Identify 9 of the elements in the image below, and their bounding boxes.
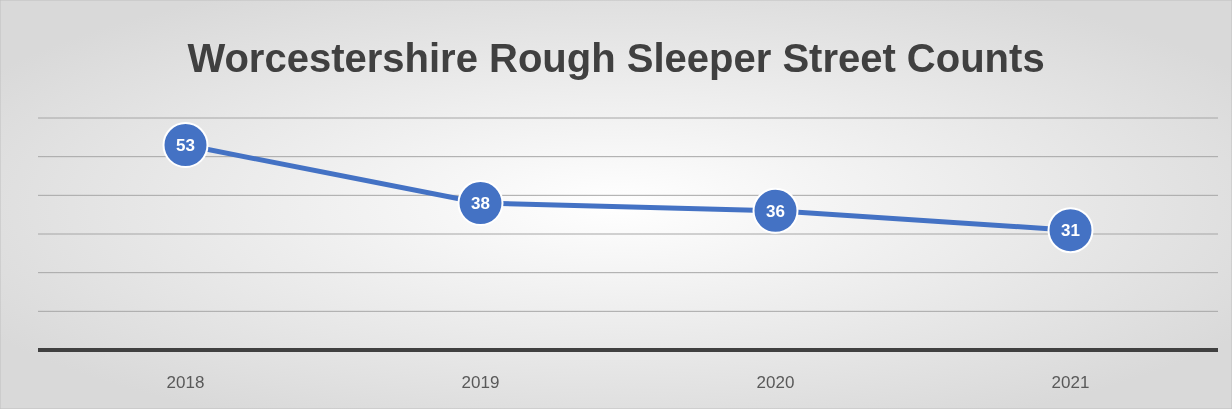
- data-label: 31: [1061, 221, 1080, 241]
- x-tick-label: 2018: [166, 373, 205, 392]
- x-tick-label: 2020: [756, 373, 795, 392]
- data-label: 38: [471, 194, 490, 214]
- chart-title: Worcestershire Rough Sleeper Street Counts: [187, 36, 1045, 80]
- x-tick-label: 2019: [461, 373, 500, 392]
- data-label: 36: [766, 201, 785, 221]
- data-label: 53: [176, 136, 195, 156]
- x-tick-label: 2021: [1051, 373, 1090, 392]
